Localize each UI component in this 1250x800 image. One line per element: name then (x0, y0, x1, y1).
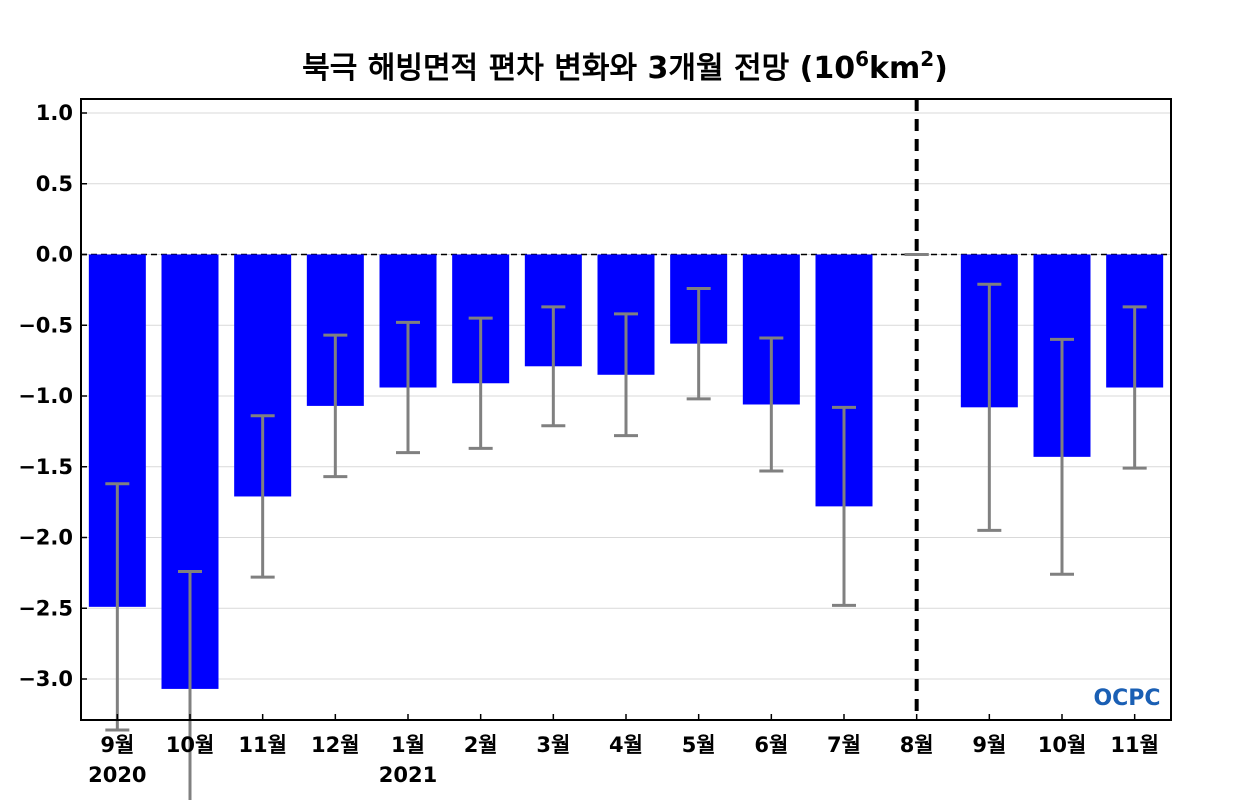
x-tick-label: 10월 (1038, 733, 1087, 757)
year-label: 2020 (88, 763, 146, 787)
x-tick-label: 3월 (536, 733, 570, 757)
y-tick-label: 0.0 (36, 243, 73, 267)
y-tick-label: −0.5 (18, 313, 73, 337)
title-main: 북극 해빙면적 편차 변화와 3개월 전망 (10 (302, 51, 855, 86)
bars (88, 254, 1164, 689)
x-tick-label: 9월 (972, 733, 1006, 757)
x-tick-label: 11월 (238, 733, 287, 757)
x-tick-label: 12월 (311, 733, 360, 757)
year-label: 2021 (379, 763, 437, 787)
x-tick-label: 9월 (100, 733, 134, 757)
y-tick-label: −2.0 (18, 526, 73, 550)
x-tick-label: 2월 (464, 733, 498, 757)
x-tick-label: 10월 (166, 733, 215, 757)
y-tick-label: −2.5 (18, 596, 73, 620)
title-mid: km (869, 51, 920, 86)
ocpc-logo: OCPC (1093, 686, 1160, 711)
y-tick-label: 1.0 (36, 101, 73, 125)
x-tick-label: 1월 (391, 733, 425, 757)
logo-text: OCPC (1093, 686, 1160, 711)
title-sup1: 6 (855, 47, 869, 71)
x-tick-label: 11월 (1110, 733, 1159, 757)
x-tick-label: 6월 (754, 733, 788, 757)
x-tick-label: 7월 (827, 733, 861, 757)
y-tick-label: −3.0 (18, 667, 73, 691)
y-tick-label: 0.5 (36, 172, 73, 196)
title-sup2: 2 (920, 47, 934, 71)
x-tick-label: 5월 (682, 733, 716, 757)
y-tick-label: −1.0 (18, 384, 73, 408)
x-tick-label: 8월 (900, 733, 934, 757)
y-tick-label: −1.5 (18, 455, 73, 479)
x-tick-label: 4월 (609, 733, 643, 757)
error-bars (105, 253, 1147, 800)
x-axis-ticks: 9월 10월 11월 12월 1월 2월 3월 4월 5월 6월 7월 8월 9월 10월 11월 2020 2… (88, 714, 1159, 787)
title-end: ) (934, 51, 948, 86)
y-axis-ticks: 1.0 0.5 0.0 −0.5 −1.0 −1.5 −2.0 −2.5 −3.0 (18, 101, 87, 691)
chart-title: 북극 해빙면적 편차 변화와 3개월 전망 (106km2) (302, 47, 948, 86)
